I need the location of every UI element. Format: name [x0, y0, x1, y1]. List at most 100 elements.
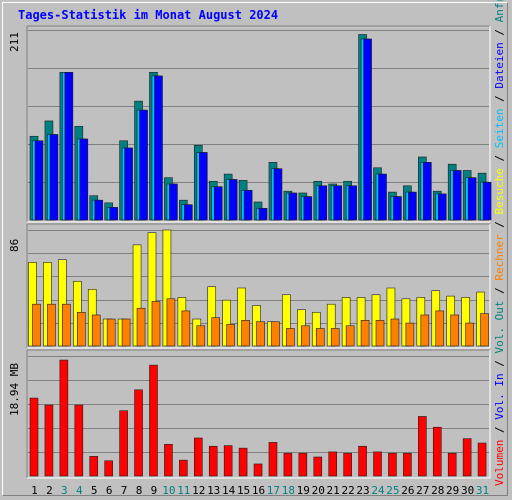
legend-entry: /	[493, 420, 506, 440]
chart-title: Tages-Statistik im Monat August 2024	[18, 8, 279, 22]
dateien-bar	[467, 177, 477, 221]
day-label: 22	[341, 484, 354, 497]
middle-panel-max-label: 86	[8, 239, 21, 252]
legend-entry: /	[493, 89, 506, 109]
volumen-bar	[89, 456, 99, 477]
dateien-bar	[64, 72, 74, 221]
dateien-bar	[408, 191, 417, 221]
rechner-bar	[405, 322, 415, 347]
volumen-bar	[432, 426, 442, 477]
day-label: 27	[416, 484, 429, 497]
day-label: 30	[461, 484, 474, 497]
day-label: 21	[327, 484, 340, 497]
volumen-bar	[29, 397, 39, 477]
day-label: 29	[446, 484, 459, 497]
dateien-bar	[124, 147, 133, 221]
volumen-bar	[298, 452, 308, 477]
volumen-bar	[59, 359, 69, 477]
rechner-bar	[286, 328, 295, 347]
bottom-panel	[26, 349, 491, 479]
legend-entry: /	[493, 148, 506, 168]
volumen-bar	[477, 442, 487, 477]
legend-entry: Besuche	[493, 168, 506, 214]
volumen-bar	[373, 451, 382, 477]
rechner-bar	[196, 325, 206, 347]
volumen-bar	[164, 444, 173, 477]
dateien-bar	[94, 199, 104, 221]
volumen-bar	[238, 447, 248, 477]
rechner-bar	[106, 318, 116, 347]
day-label: 11	[177, 484, 190, 497]
day-label: 2	[46, 484, 53, 497]
day-label: 5	[91, 484, 98, 497]
rechner-bar	[241, 320, 250, 347]
dateien-bar	[154, 75, 163, 221]
legend-entry: /	[493, 354, 506, 374]
legend-entry: /	[493, 281, 506, 301]
legend-entry: /	[493, 214, 506, 234]
legend-entry: Volumen	[493, 440, 506, 486]
dateien-bar	[333, 185, 343, 221]
volumen-bar	[328, 451, 338, 477]
volumen-bar	[313, 456, 323, 477]
volumen-bar	[149, 364, 158, 477]
rechner-bar	[32, 303, 41, 347]
dateien-bar	[437, 193, 447, 221]
rechner-bar	[390, 318, 400, 347]
day-label: 16	[252, 484, 265, 497]
day-label: 31	[476, 484, 489, 497]
day-label: 10	[162, 484, 175, 497]
volumen-bar	[343, 452, 352, 477]
legend-entry: Dateien	[493, 42, 506, 88]
day-label: 7	[121, 484, 128, 497]
day-label: 18	[282, 484, 295, 497]
dateien-bar	[213, 186, 223, 221]
dateien-bar	[482, 181, 492, 221]
day-label: 26	[401, 484, 414, 497]
volumen-bar	[134, 389, 143, 477]
top-panel-max-label: 211	[8, 32, 21, 52]
dateien-bar	[423, 162, 432, 221]
dateien-bar	[169, 183, 178, 221]
volumen-bar	[447, 452, 457, 477]
legend-entry: Rechner	[493, 234, 506, 281]
day-label: 13	[207, 484, 220, 497]
rechner-bar	[181, 310, 191, 347]
volumen-bar	[74, 404, 84, 477]
volumen-bar	[283, 452, 293, 477]
dateien-bar	[393, 196, 402, 221]
day-label: 14	[222, 484, 236, 497]
dateien-bar	[303, 196, 313, 221]
day-label: 23	[356, 484, 369, 497]
chart-frame	[2, 2, 508, 496]
dateien-bar	[318, 185, 328, 221]
rechner-bar	[47, 303, 56, 347]
rechner-bar	[315, 328, 325, 347]
volumen-bar	[418, 416, 427, 477]
day-label: 9	[151, 484, 158, 497]
volumen-bar	[462, 438, 472, 477]
rechner-bar	[450, 314, 459, 347]
rechner-bar	[480, 313, 489, 347]
dateien-bar	[198, 152, 208, 221]
legend-entry: Seiten	[493, 108, 506, 148]
rechner-bar	[77, 311, 86, 347]
dateien-bar	[34, 140, 44, 221]
rechner-bar	[420, 314, 430, 347]
dateien-bar	[79, 138, 89, 221]
dateien-bar	[139, 109, 148, 221]
rechner-bar	[91, 314, 101, 347]
volumen-bar	[388, 452, 397, 477]
dateien-bar	[348, 185, 357, 221]
rechner-bar	[330, 328, 340, 347]
volumen-bar	[104, 460, 113, 477]
dateien-bar	[288, 192, 298, 221]
rechner-bar	[435, 310, 445, 347]
legend-entry: /	[493, 22, 506, 42]
top-panel-background	[27, 26, 490, 222]
rechner-bar	[360, 320, 370, 347]
rechner-bar	[121, 318, 131, 347]
day-label: 28	[431, 484, 444, 497]
rechner-bar	[256, 321, 265, 347]
